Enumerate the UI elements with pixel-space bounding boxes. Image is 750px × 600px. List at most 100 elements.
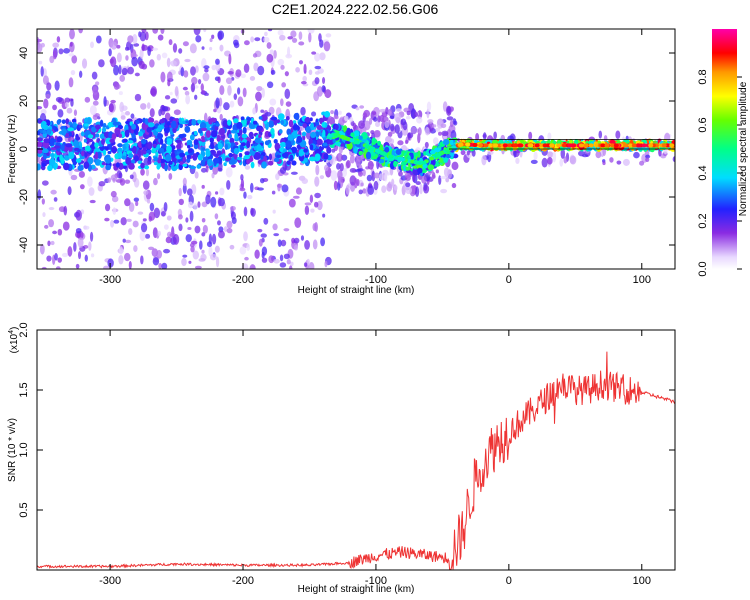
- spectrogram-cell: [312, 223, 317, 232]
- x-tick-label: 100: [633, 274, 651, 286]
- spectrogram-peak: [483, 143, 489, 148]
- spectrogram-cell: [214, 245, 220, 253]
- spectrogram-cell: [275, 119, 281, 124]
- snr-x-label: Height of straight line (km): [298, 584, 415, 595]
- spectrogram-cell: [308, 262, 315, 269]
- spectrogram-cell: [118, 91, 123, 96]
- spectrogram-y-ticks: -40 -20 0 20 40: [18, 47, 675, 253]
- spectrogram-cell: [389, 115, 395, 119]
- spectrogram-cell: [615, 130, 621, 139]
- spectrogram-cell: [277, 29, 284, 36]
- spectrogram-cell: [172, 43, 178, 53]
- spectrogram-cell: [57, 257, 62, 263]
- spectrogram-cell: [189, 210, 194, 222]
- spectrogram-cell: [121, 67, 128, 76]
- spectrogram-cell: [146, 149, 152, 154]
- x-tick-label: 0: [506, 575, 512, 587]
- spectrogram-cell: [264, 111, 272, 117]
- spectrogram-cell: [280, 119, 285, 125]
- spectrogram-peak: [561, 143, 567, 148]
- spectrogram-cell: [79, 184, 85, 190]
- spectrogram-cell: [157, 132, 164, 139]
- x-tick-label: -300: [99, 274, 121, 286]
- spectrogram-cell: [88, 187, 95, 196]
- spectrogram-cell: [54, 162, 58, 169]
- snr-y-label: SNR (10 * v/v): [7, 418, 18, 482]
- y-tick-label: 0.5: [18, 502, 30, 517]
- spectrogram-cell: [271, 190, 276, 195]
- spectrogram-cell: [84, 152, 88, 158]
- spectrogram-cell: [285, 140, 292, 148]
- spectrogram-cell: [99, 133, 106, 140]
- spectrogram-cell: [390, 123, 395, 132]
- spectrogram-cell: [333, 180, 338, 191]
- spectrogram-cell: [547, 151, 554, 158]
- x-tick-label: -300: [99, 575, 121, 587]
- spectrogram-cell: [259, 178, 265, 184]
- spectrogram-cell: [68, 53, 75, 57]
- spectrogram-cell: [256, 144, 262, 152]
- spectrogram-cell: [324, 164, 329, 172]
- spectrogram-cell: [405, 116, 411, 120]
- spectrogram-cell: [246, 116, 252, 122]
- spectrogram-cell: [145, 168, 150, 177]
- spectrogram-cell: [190, 83, 196, 93]
- spectrogram-cell: [68, 151, 75, 160]
- spectrogram-cell: [211, 34, 215, 40]
- spectrogram-cell: [62, 221, 70, 231]
- spectrogram-peak: [609, 143, 615, 148]
- spectrogram-peak: [631, 143, 637, 148]
- spectrogram-peak: [578, 143, 584, 148]
- spectrogram-peak: [641, 143, 647, 148]
- spectrogram-cell: [240, 116, 245, 121]
- spectrogram-cell: [161, 262, 168, 269]
- spectrogram-cell: [73, 241, 77, 252]
- spectrogram-cell: [316, 138, 323, 146]
- spectrogram-cell: [200, 83, 204, 92]
- spectrogram-cell: [157, 124, 165, 130]
- spectrogram-cell: [434, 147, 441, 153]
- spectrogram-cell: [362, 188, 367, 194]
- spectrogram-cell: [217, 220, 221, 226]
- reference-lines: [449, 138, 675, 150]
- spectrogram-cell: [110, 190, 117, 198]
- spectrogram-cell: [61, 128, 67, 136]
- spectrogram-cell: [261, 87, 265, 98]
- spectrogram-cell: [80, 131, 85, 137]
- spectrogram-peak: [421, 160, 427, 165]
- spectrogram-peak: [588, 143, 594, 148]
- spectrogram-cell: [148, 211, 156, 221]
- spectrogram-cell: [298, 60, 304, 65]
- spectrogram-cell: [201, 184, 205, 189]
- spectrogram-cell: [214, 213, 219, 220]
- spectrogram-cell: [89, 199, 96, 204]
- spectrogram-cell: [84, 96, 91, 103]
- spectrogram-cell: [132, 220, 139, 228]
- spectrogram-cell: [191, 76, 198, 85]
- spectrogram-cell: [45, 119, 51, 127]
- spectrogram-peak: [623, 143, 629, 148]
- spectrogram-cell: [426, 101, 432, 112]
- spectrogram-cell: [152, 47, 159, 51]
- spectrogram-cell: [134, 93, 142, 102]
- spectrogram-cell: [249, 264, 256, 269]
- spectrogram-cell: [109, 138, 115, 143]
- spectrogram-cell: [204, 68, 209, 73]
- spectrogram-cell: [126, 218, 132, 223]
- spectrogram-cell: [46, 255, 52, 262]
- spectrogram-cell: [261, 161, 267, 169]
- spectrogram-cell: [287, 36, 294, 40]
- spectrogram-peak: [549, 143, 555, 148]
- spectrogram-cell: [309, 194, 314, 204]
- spectrogram-cell: [286, 160, 291, 165]
- spectrogram-peak: [556, 143, 562, 148]
- spectrogram-peak: [458, 142, 464, 147]
- spectrogram-cell: [118, 254, 124, 265]
- spectrogram-cell: [181, 257, 187, 267]
- spectrogram-cell: [158, 263, 163, 269]
- x-tick-label: -100: [365, 575, 387, 587]
- spectrogram-cell: [241, 133, 248, 139]
- spectrogram-cell: [57, 228, 63, 236]
- spectrogram-peak: [542, 143, 548, 148]
- spectrogram-cell: [107, 177, 112, 183]
